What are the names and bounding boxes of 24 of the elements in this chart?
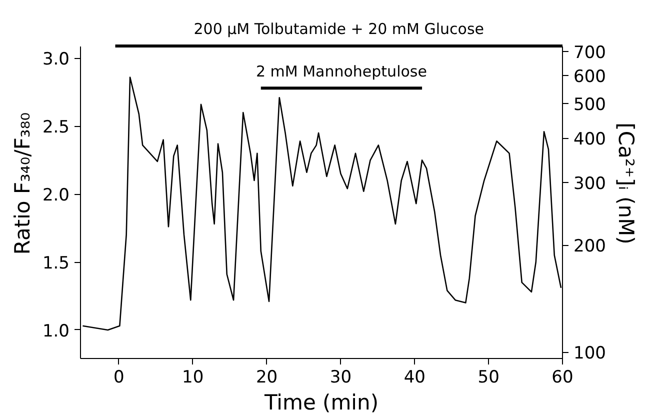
y2-tick-label: 500 bbox=[574, 95, 606, 116]
y-tick-label: 2.5 bbox=[42, 118, 70, 138]
x-axis-title: Time (min) bbox=[263, 390, 379, 414]
x-tick-label: 50 bbox=[478, 368, 500, 388]
y-axis-title: Ratio F₃₄₀/F₃₈₀ bbox=[10, 112, 34, 255]
y-tick-label: 1.5 bbox=[42, 254, 70, 274]
x-tick-label: 20 bbox=[256, 368, 278, 388]
x-tick-label: 10 bbox=[182, 368, 204, 388]
series-label: 200 µM Tolbutamide + 20 mM Glucose bbox=[194, 20, 484, 38]
x-tick-label: 30 bbox=[330, 368, 352, 388]
y-tick-label: 2.0 bbox=[42, 186, 70, 206]
y2-axis-title: [Ca²⁺]ᵢ (nM) bbox=[614, 122, 638, 244]
y2-tick-label: 100 bbox=[574, 344, 606, 364]
x-tick-label: 0 bbox=[114, 368, 124, 388]
x-tick-label: 40 bbox=[404, 368, 426, 388]
y2-tick-label: 400 bbox=[574, 130, 606, 150]
y-tick-label: 1.0 bbox=[42, 321, 70, 342]
y2-tick-label: 200 bbox=[574, 236, 606, 257]
x-tick-label: 60 bbox=[552, 368, 574, 388]
series-label: 2 mM Mannoheptulose bbox=[256, 62, 427, 80]
y2-tick-label: 700 bbox=[574, 43, 606, 64]
y2-tick-label: 600 bbox=[574, 66, 606, 87]
y2-tick-label: 300 bbox=[574, 174, 606, 194]
y-tick-label: 3.0 bbox=[42, 50, 70, 70]
